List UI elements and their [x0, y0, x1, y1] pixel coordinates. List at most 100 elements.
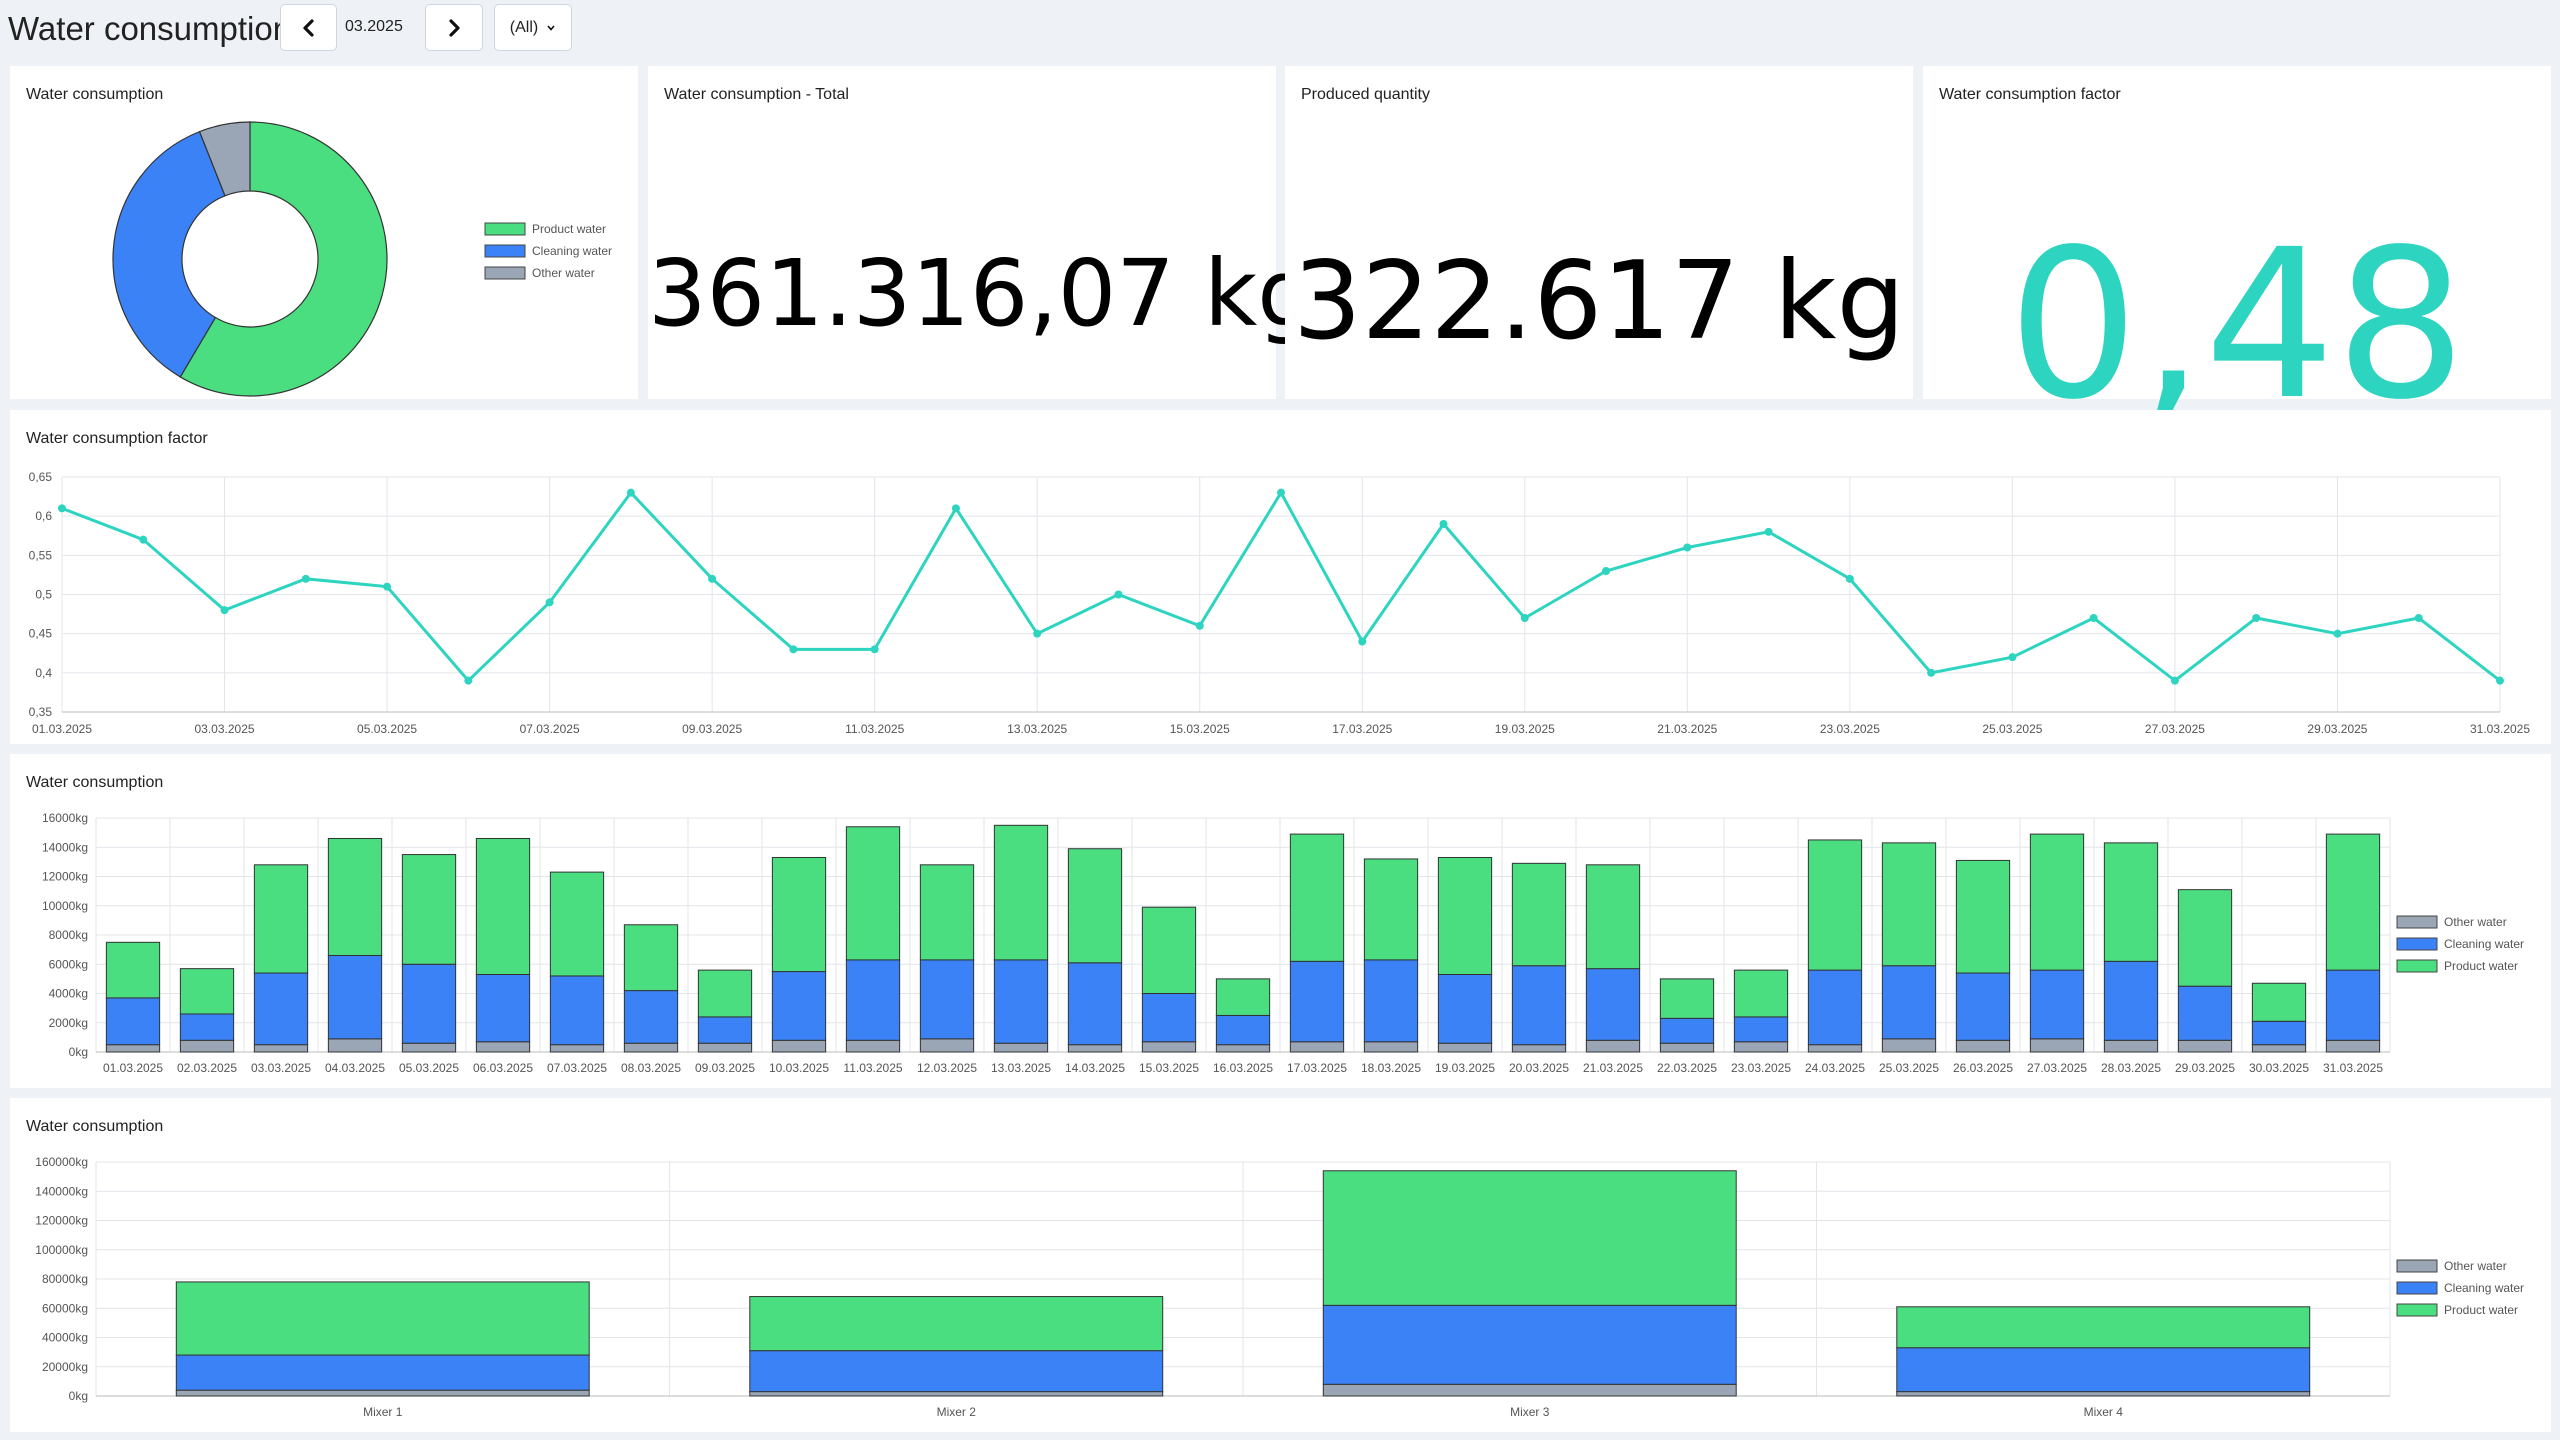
donut-card: Water consumption Product water Cleaning …: [10, 66, 638, 399]
y-tick-label: 0kg: [69, 1389, 88, 1403]
donut-slice-other-water: [198, 121, 251, 197]
factor-point: [220, 606, 229, 615]
y-tick-label: 4000kg: [49, 987, 88, 1001]
x-tick-label: 26.03.2025: [1953, 1061, 2013, 1075]
bar-segment-product-water: [1659, 978, 1715, 1019]
bar-segment-product-water: [401, 854, 457, 965]
bar-segment-other-water: [179, 1039, 235, 1053]
bar-segment-cleaning-water: [1437, 973, 1493, 1044]
y-tick-label: 0,35: [29, 705, 53, 719]
x-tick-label: 16.03.2025: [1213, 1061, 1273, 1075]
bar-segment-other-water: [2029, 1038, 2085, 1053]
x-tick-label: Mixer 1: [363, 1405, 403, 1419]
factor-point: [2333, 629, 2342, 638]
bar-segment-cleaning-water: [175, 1354, 590, 1391]
factor-point: [1520, 614, 1529, 622]
x-tick-label: 21.03.2025: [1583, 1061, 1643, 1075]
bar-segment-cleaning-water: [1289, 960, 1345, 1043]
y-tick-label: 0kg: [69, 1045, 88, 1059]
factor-point: [1764, 527, 1773, 536]
y-tick-label: 160000kg: [35, 1155, 88, 1169]
factor-point: [1033, 629, 1042, 638]
y-tick-label: 20000kg: [42, 1360, 88, 1374]
bar-segment-other-water: [1289, 1041, 1345, 1053]
x-tick-label: 04.03.2025: [325, 1061, 385, 1075]
x-tick-label: 17.03.2025: [1332, 722, 1392, 736]
bar-segment-cleaning-water: [2029, 969, 2085, 1040]
x-tick-label: 28.03.2025: [2101, 1061, 2161, 1075]
bar-segment-product-water: [919, 864, 975, 961]
y-tick-label: 0,65: [29, 470, 53, 484]
bar-segment-cleaning-water: [549, 975, 605, 1046]
filter-dropdown[interactable]: (All): [494, 4, 572, 51]
legend-label: Product water: [532, 222, 606, 236]
x-tick-label: 17.03.2025: [1287, 1061, 1347, 1075]
bar-segment-other-water: [1215, 1044, 1271, 1053]
bar-segment-other-water: [749, 1391, 1164, 1397]
bar-segment-product-water: [2177, 889, 2233, 987]
bar-segment-product-water: [1141, 906, 1197, 994]
daily-bar-card: Water consumption 0kg 2000kg 4000kg 6000kg 8…: [10, 754, 2551, 1088]
x-tick-label: 11.03.2025: [845, 722, 904, 736]
bar-segment-product-water: [2325, 833, 2381, 971]
bar-segment-cleaning-water: [1363, 959, 1419, 1043]
x-tick-label: 09.03.2025: [695, 1061, 755, 1075]
factor-point: [2252, 614, 2261, 622]
legend-swatch: [484, 266, 526, 280]
x-tick-label: 15.03.2025: [1170, 722, 1230, 736]
legend-label: Other water: [532, 266, 595, 280]
x-tick-label: 06.03.2025: [473, 1061, 533, 1075]
x-tick-label: 29.03.2025: [2175, 1061, 2235, 1075]
legend-swatch: [2396, 1281, 2438, 1295]
factor-point: [2414, 614, 2423, 622]
factor-value: 0,48: [2007, 205, 2467, 445]
bar-segment-product-water: [1067, 848, 1123, 964]
x-tick-label: 07.03.2025: [520, 722, 580, 736]
bar-segment-other-water: [2177, 1039, 2233, 1053]
x-tick-label: 01.03.2025: [103, 1061, 163, 1075]
factor-line-card: Water consumption factor 0,35 0,4 0,45 0,5 0…: [10, 410, 2551, 744]
x-tick-label: 14.03.2025: [1065, 1061, 1125, 1075]
x-tick-label: 11.03.2025: [843, 1061, 902, 1075]
bar-segment-cleaning-water: [919, 959, 975, 1040]
daily-bar-chart: 0kg 2000kg 4000kg 6000kg 8000kg 10000kg 12000k…: [42, 811, 2524, 1075]
bar-segment-other-water: [2325, 1039, 2381, 1053]
filter-value: (All): [509, 18, 539, 36]
factor-series-line: [61, 489, 2501, 683]
header-bar: Water consumption 03.2025 (All): [0, 0, 2560, 58]
bar-segment-product-water: [549, 871, 605, 977]
bar-segment-product-water: [1322, 1170, 1737, 1306]
x-tick-label: 15.03.2025: [1139, 1061, 1199, 1075]
next-period-button[interactable]: [425, 4, 483, 51]
factor-point: [1845, 574, 1854, 583]
x-tick-label: 07.03.2025: [547, 1061, 607, 1075]
x-tick-label: 27.03.2025: [2145, 722, 2205, 736]
x-tick-label: 09.03.2025: [682, 722, 742, 736]
bar-segment-other-water: [2251, 1044, 2307, 1053]
x-tick-label: 29.03.2025: [2307, 722, 2367, 736]
x-tick-label: Mixer 4: [2084, 1405, 2124, 1419]
x-tick-label: 31.03.2025: [2323, 1061, 2383, 1075]
bar-segment-other-water: [1896, 1391, 2311, 1397]
factor-point: [1683, 543, 1692, 552]
y-tick-label: 14000kg: [42, 840, 88, 854]
produced-value: 322.617 kg: [1292, 239, 1906, 364]
bar-segment-cleaning-water: [179, 1013, 235, 1041]
bar-segment-other-water: [1363, 1041, 1419, 1053]
x-tick-label: 02.03.2025: [177, 1061, 237, 1075]
bar-segment-other-water: [253, 1044, 309, 1053]
previous-period-button[interactable]: [280, 4, 337, 51]
mixer-bar-chart: 0kg 20000kg 40000kg 60000kg 80000kg 100000kg 1…: [35, 1155, 2524, 1419]
total-card-title: Water consumption - Total: [664, 86, 849, 103]
y-tick-label: 0,6: [35, 509, 52, 523]
y-tick-label: 8000kg: [49, 928, 88, 942]
y-tick-label: 6000kg: [49, 957, 88, 971]
period-label: 03.2025: [345, 18, 403, 35]
bar-segment-other-water: [919, 1038, 975, 1053]
bar-segment-other-water: [401, 1042, 457, 1053]
bar-segment-other-water: [1067, 1044, 1123, 1053]
bar-segment-cleaning-water: [1322, 1304, 1737, 1385]
y-tick-label: 80000kg: [42, 1272, 88, 1286]
bar-segment-other-water: [697, 1042, 753, 1053]
bar-segment-product-water: [749, 1296, 1164, 1352]
